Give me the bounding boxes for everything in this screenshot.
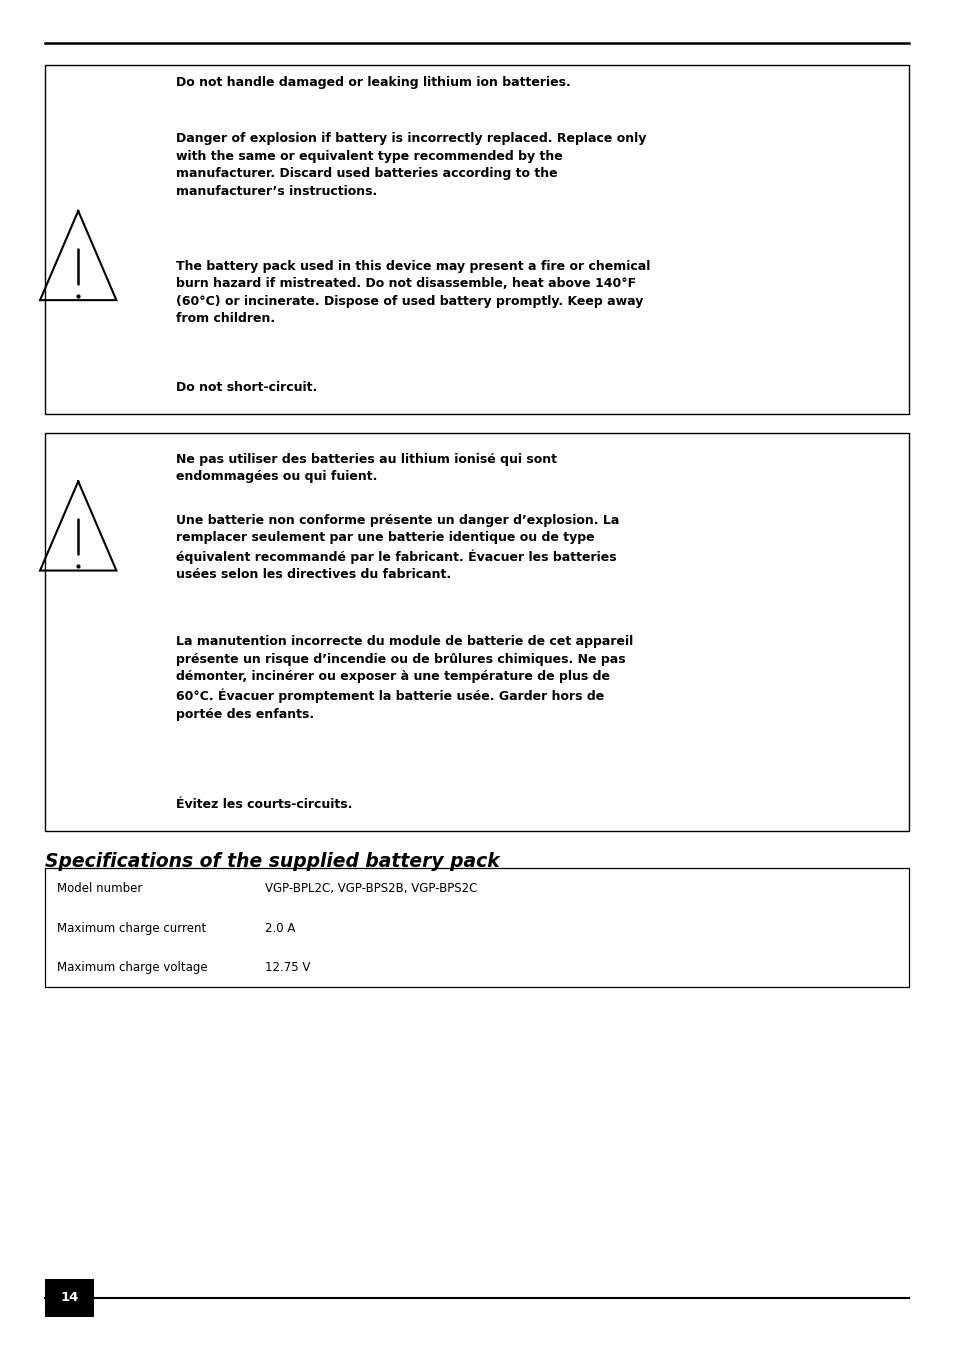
Text: 2.0 A: 2.0 A (265, 922, 295, 936)
Text: Specifications of the supplied battery pack: Specifications of the supplied battery p… (45, 852, 499, 871)
Text: Maximum charge voltage: Maximum charge voltage (57, 961, 208, 975)
Text: Une batterie non conforme présente un danger d’explosion. La
remplacer seulement: Une batterie non conforme présente un da… (176, 514, 619, 581)
Text: Model number: Model number (57, 882, 142, 895)
Text: Do not short-circuit.: Do not short-circuit. (176, 381, 317, 395)
Text: La manutention incorrecte du module de batterie de cet appareil
présente un risq: La manutention incorrecte du module de b… (176, 635, 633, 721)
Text: Do not handle damaged or leaking lithium ion batteries.: Do not handle damaged or leaking lithium… (176, 76, 571, 89)
FancyBboxPatch shape (45, 1279, 94, 1317)
Text: VGP-BPL2C, VGP-BPS2B, VGP-BPS2C: VGP-BPL2C, VGP-BPS2B, VGP-BPS2C (265, 882, 477, 895)
Text: 12.75 V: 12.75 V (265, 961, 311, 975)
Text: Maximum charge current: Maximum charge current (57, 922, 206, 936)
Text: The battery pack used in this device may present a fire or chemical
burn hazard : The battery pack used in this device may… (176, 260, 650, 324)
Text: 14: 14 (60, 1291, 79, 1305)
Text: Danger of explosion if battery is incorrectly replaced. Replace only
with the sa: Danger of explosion if battery is incorr… (176, 132, 646, 197)
Text: Ne pas utiliser des batteries au lithium ionisé qui sont
endommagées ou qui fuie: Ne pas utiliser des batteries au lithium… (176, 453, 557, 484)
Text: Évitez les courts-circuits.: Évitez les courts-circuits. (176, 798, 353, 811)
